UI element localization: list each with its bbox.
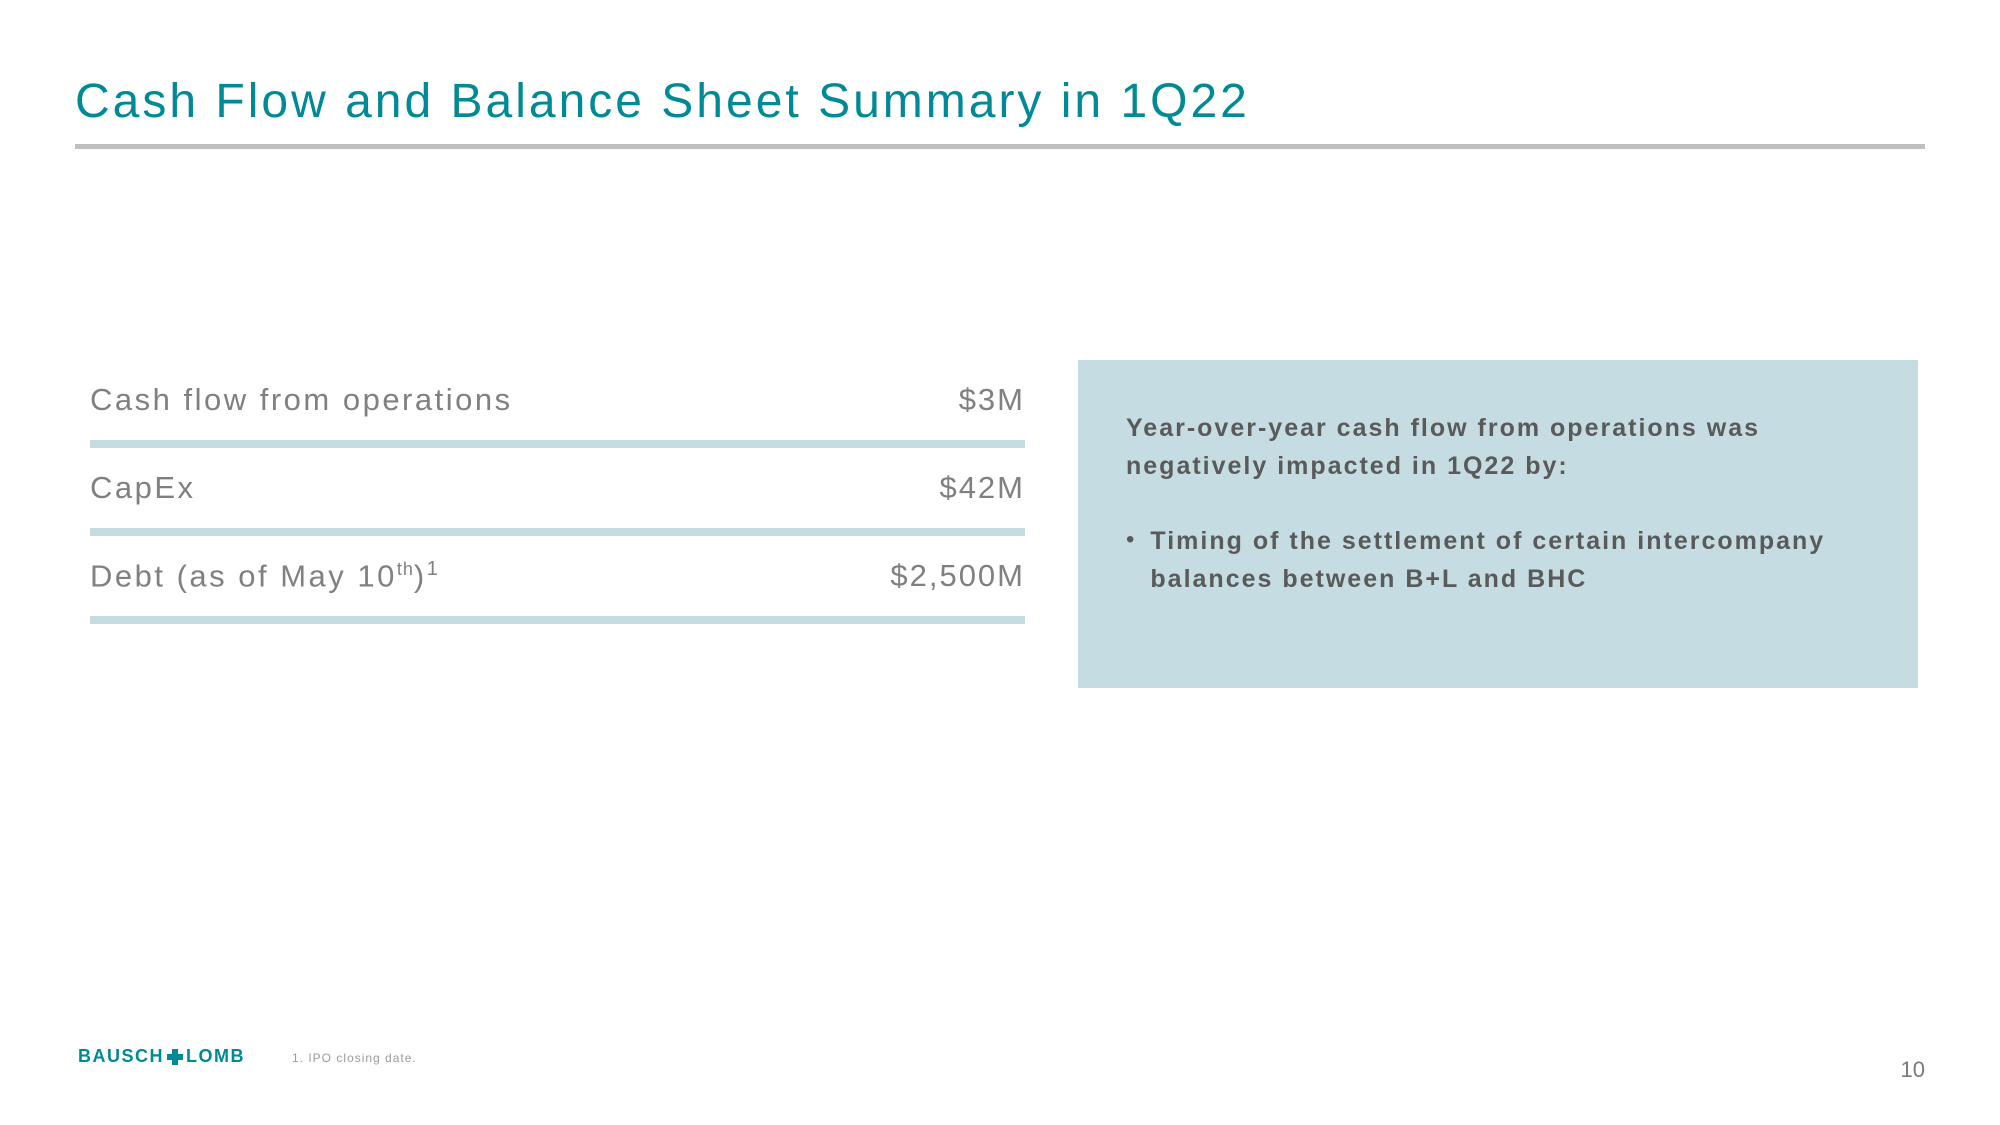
callout-bullet-text: Timing of the settlement of certain inte…: [1150, 523, 1873, 598]
metric-label-debt-text: Debt (as of May 10: [90, 558, 397, 593]
metric-row: CapEx $42M: [90, 448, 1025, 528]
callout-heading: Year-over-year cash flow from operations…: [1126, 410, 1873, 485]
plus-icon: [167, 1049, 183, 1065]
metrics-table: Cash flow from operations $3M CapEx $42M…: [90, 360, 1025, 624]
page-number: 10: [1901, 1057, 1925, 1083]
metric-value-debt: $2,500M: [890, 558, 1025, 594]
slide-title: Cash Flow and Balance Sheet Summary in 1…: [75, 74, 1250, 129]
metric-label-cfo: Cash flow from operations: [90, 382, 513, 418]
metric-divider: [90, 528, 1025, 536]
title-underline: [75, 144, 1925, 149]
metric-value-capex: $42M: [939, 470, 1025, 506]
footnote-text: 1. IPO closing date.: [292, 1051, 417, 1065]
callout-bullet: • Timing of the settlement of certain in…: [1126, 523, 1873, 598]
metric-label-debt: Debt (as of May 10th)1: [90, 558, 440, 594]
company-logo: BAUSCH LOMB: [78, 1046, 245, 1067]
metric-row: Cash flow from operations $3M: [90, 360, 1025, 440]
logo-text-bausch: BAUSCH: [78, 1046, 164, 1067]
bullet-marker-icon: •: [1126, 523, 1134, 557]
footnote-ref: 1: [427, 558, 441, 580]
metric-label-capex: CapEx: [90, 470, 196, 506]
logo-text-lomb: LOMB: [186, 1046, 245, 1067]
metric-label-suffix: ): [414, 558, 427, 593]
metric-divider: [90, 616, 1025, 624]
metric-label-sup: th: [397, 559, 414, 579]
metric-divider: [90, 440, 1025, 448]
metric-row: Debt (as of May 10th)1 $2,500M: [90, 536, 1025, 616]
metric-value-cfo: $3M: [959, 382, 1025, 418]
callout-box: Year-over-year cash flow from operations…: [1078, 360, 1918, 688]
